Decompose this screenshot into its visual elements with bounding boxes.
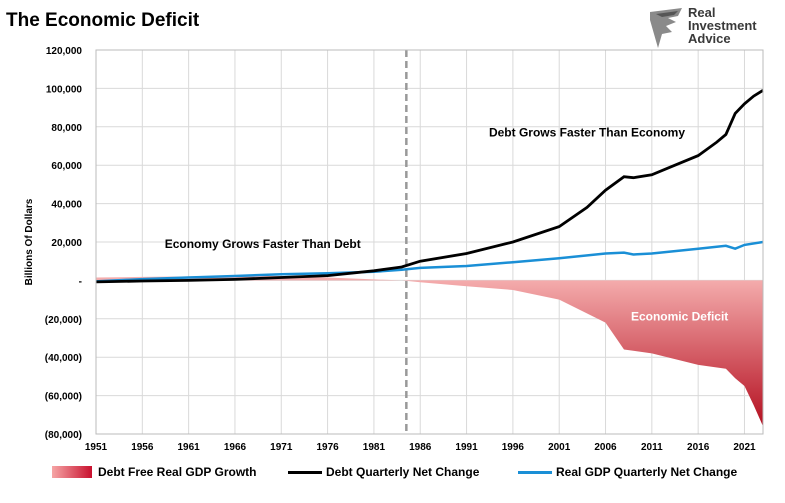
chart-title: The Economic Deficit bbox=[6, 10, 200, 31]
eagle-icon bbox=[650, 8, 682, 48]
x-tick-label: 1981 bbox=[363, 442, 386, 453]
y-tick-label: (80,000) bbox=[45, 430, 82, 441]
legend-swatch-debt bbox=[288, 470, 322, 474]
x-tick-label: 2016 bbox=[687, 442, 710, 453]
legend-swatch-deficit bbox=[52, 466, 92, 478]
logo-line-1: Real bbox=[688, 5, 716, 20]
legend-item-debt: Debt Quarterly Net Change bbox=[288, 463, 479, 481]
gdp-series-line bbox=[95, 240, 764, 283]
y-tick-label: 100,000 bbox=[46, 84, 83, 95]
y-tick-label: 60,000 bbox=[51, 161, 82, 172]
legend-label-deficit: Debt Free Real GDP Growth bbox=[98, 465, 257, 479]
y-tick-label: 120,000 bbox=[46, 46, 83, 57]
x-tick-label: 2011 bbox=[641, 442, 663, 453]
x-tick-label: 2021 bbox=[733, 442, 756, 453]
y-tick-label: (60,000) bbox=[45, 392, 82, 403]
legend: Debt Free Real GDP Growth Debt Quarterly… bbox=[40, 463, 780, 481]
grid-lines bbox=[95, 49, 763, 435]
y-tick-label: (40,000) bbox=[45, 353, 82, 364]
annotations: Economy Grows Faster Than Debt Debt Grows… bbox=[165, 125, 729, 323]
x-tick-label: 1956 bbox=[131, 442, 154, 453]
legend-item-gdp: Real GDP Quarterly Net Change bbox=[518, 463, 737, 481]
logo-text: Real Investment Advice bbox=[688, 6, 757, 45]
y-axis-label: Billions Of Dollars bbox=[24, 198, 35, 285]
x-tick-label: 1976 bbox=[316, 442, 339, 453]
y-axis-ticks: 120,000 100,000 80,000 60,000 40,000 20,000 - (… bbox=[45, 46, 83, 441]
y-tick-label: 20,000 bbox=[51, 238, 82, 249]
x-tick-label: 2006 bbox=[594, 442, 617, 453]
y-tick-label: - bbox=[79, 276, 82, 287]
logo-line-3: Advice bbox=[688, 31, 731, 46]
x-tick-label: 1951 bbox=[85, 442, 108, 453]
x-tick-label: 1991 bbox=[455, 442, 478, 453]
debt-series-line bbox=[95, 89, 764, 284]
legend-item-deficit: Debt Free Real GDP Growth bbox=[52, 463, 256, 481]
y-tick-label: 40,000 bbox=[51, 200, 82, 211]
plot-border bbox=[95, 49, 764, 435]
annotation-2: Economic Deficit bbox=[631, 310, 728, 324]
x-tick-label: 1966 bbox=[224, 442, 247, 453]
annotation-1: Debt Grows Faster Than Economy bbox=[489, 125, 685, 139]
x-tick-label: 1996 bbox=[502, 442, 525, 453]
x-tick-label: 1961 bbox=[178, 442, 201, 453]
legend-swatch-gdp bbox=[518, 470, 552, 474]
logo-line-2: Investment bbox=[688, 18, 757, 33]
x-tick-label: 2001 bbox=[548, 442, 571, 453]
y-tick-label: 80,000 bbox=[51, 123, 82, 134]
y-tick-label: (20,000) bbox=[45, 315, 82, 326]
real-investment-advice-logo: Real Investment Advice bbox=[648, 6, 780, 54]
x-tick-label: 1986 bbox=[409, 442, 432, 453]
legend-label-gdp: Real GDP Quarterly Net Change bbox=[556, 465, 738, 479]
deficit-area bbox=[96, 276, 763, 427]
annotation-0: Economy Grows Faster Than Debt bbox=[165, 237, 361, 251]
x-tick-label: 1971 bbox=[270, 442, 293, 453]
legend-label-debt: Debt Quarterly Net Change bbox=[326, 465, 480, 479]
x-axis-ticks: 1951 1956 1961 1966 1971 1976 1981 1986 1991 1996… bbox=[85, 442, 756, 453]
